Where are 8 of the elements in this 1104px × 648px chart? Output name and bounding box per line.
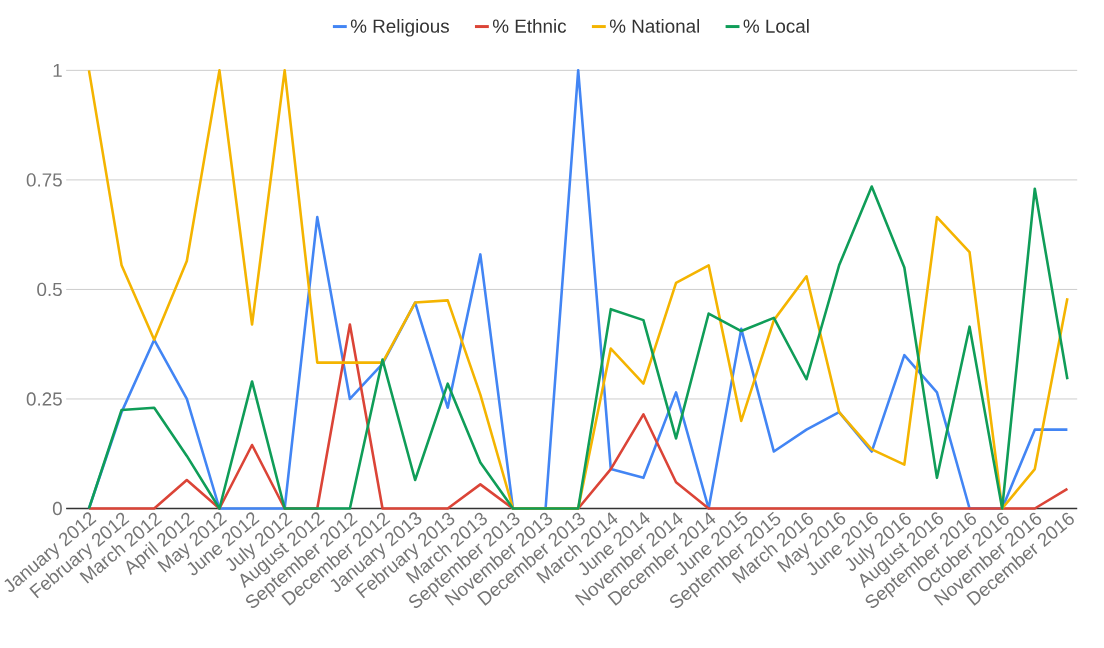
legend-label: % Religious <box>350 18 449 37</box>
y-tick-label: 0.5 <box>37 282 62 296</box>
y-tick-label: 1 <box>53 63 62 77</box>
y-tick-label: 0.25 <box>26 392 62 406</box>
legend-label: % Local <box>743 18 809 33</box>
y-tick-label: 0.75 <box>26 173 62 187</box>
legend-label: % Ethnic <box>492 18 567 33</box>
legend-label: % National <box>609 18 700 33</box>
